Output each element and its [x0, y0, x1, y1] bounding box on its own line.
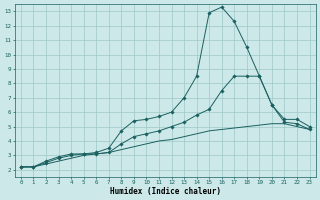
X-axis label: Humidex (Indice chaleur): Humidex (Indice chaleur) — [110, 187, 221, 196]
